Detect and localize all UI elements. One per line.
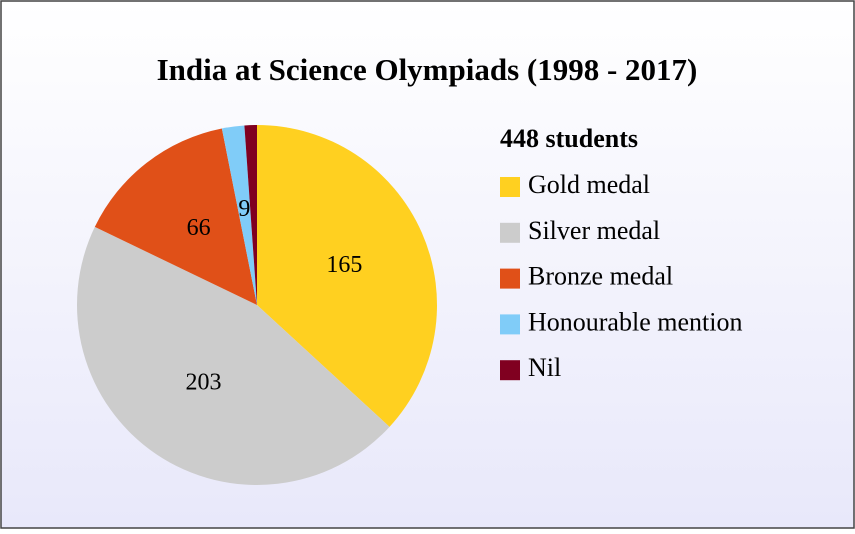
legend-title: 448 students bbox=[500, 124, 638, 153]
legend-swatch bbox=[500, 222, 520, 243]
data-label: 9 bbox=[238, 196, 250, 222]
legend-swatch bbox=[500, 268, 520, 289]
data-label: 203 bbox=[185, 369, 221, 395]
data-label: 66 bbox=[187, 215, 211, 241]
chart-title: India at Science Olympiads (1998 - 2017) bbox=[157, 52, 698, 87]
pie-slice bbox=[221, 125, 257, 306]
legend-swatch bbox=[500, 360, 520, 381]
legend-label: Nil bbox=[528, 353, 561, 382]
pie-slice bbox=[76, 226, 390, 486]
pie-slice bbox=[244, 125, 257, 305]
pie-slice bbox=[94, 128, 257, 305]
data-label: 165 bbox=[326, 252, 362, 278]
legend-label: Gold medal bbox=[528, 170, 650, 199]
legend-label: Silver medal bbox=[528, 216, 660, 245]
legend-label: Bronze medal bbox=[528, 262, 673, 291]
legend-swatch bbox=[500, 314, 520, 335]
legend-swatch bbox=[500, 177, 520, 197]
pie-slice bbox=[257, 125, 437, 427]
legend-label: Honourable mention bbox=[528, 307, 742, 336]
